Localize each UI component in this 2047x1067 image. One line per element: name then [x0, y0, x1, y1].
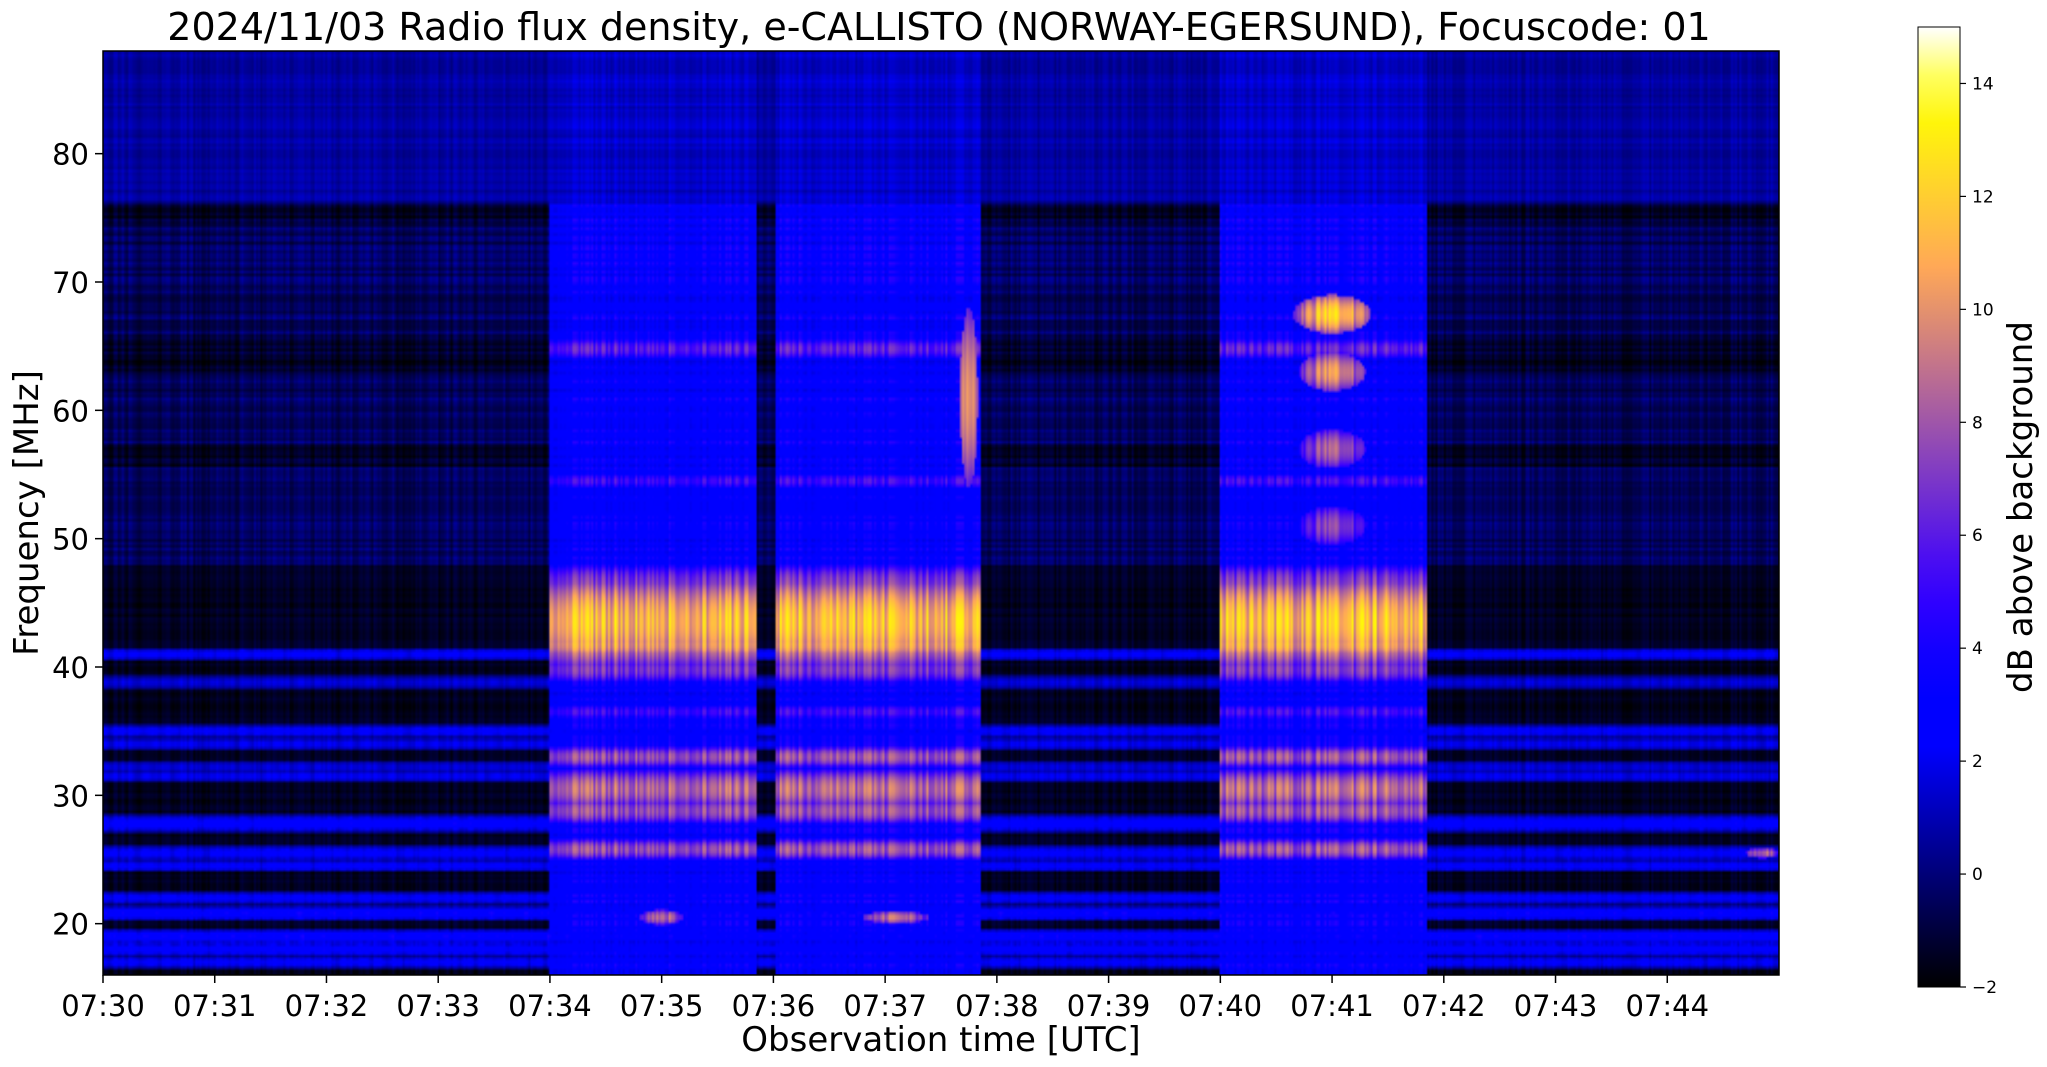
- spectrogram-heatmap: [103, 51, 1779, 975]
- colorbar-label: dB above background: [2001, 321, 2041, 693]
- plot-frame: [102, 50, 1780, 976]
- colorbar-tick-label: 8: [1972, 413, 1983, 433]
- x-tick-label: 07:41: [1290, 989, 1374, 1023]
- x-tick-label: 07:43: [1514, 989, 1598, 1023]
- y-tick-label: 50: [52, 523, 89, 557]
- y-tick-label: 70: [52, 266, 89, 300]
- x-tick-label: 07:34: [508, 989, 592, 1023]
- x-tick-label: 07:33: [396, 989, 480, 1023]
- y-tick-label: 80: [52, 138, 89, 172]
- x-tick-label: 07:35: [620, 989, 704, 1023]
- x-tick-label: 07:40: [1179, 989, 1263, 1023]
- colorbar-tick-label: 6: [1972, 526, 1983, 546]
- y-tick-label: 60: [52, 394, 89, 428]
- x-tick-label: 07:37: [843, 989, 927, 1023]
- colorbar: −2 0 2 4 6 8 10 12 14 dB above background: [1917, 26, 2041, 998]
- x-axis-ticks: 07:30 07:31 07:32 07:33 07:34 07:35 07:36 07:37…: [61, 975, 1709, 1023]
- y-axis-ticks: 20 30 40 50 60 70 80: [52, 138, 103, 942]
- x-tick-label: 07:36: [732, 989, 816, 1023]
- colorbar-tick-label: 14: [1972, 74, 1994, 94]
- x-tick-label: 07:31: [173, 989, 257, 1023]
- colorbar-ticks: −2 0 2 4 6 8 10 12 14: [1960, 74, 1997, 998]
- x-tick-label: 07:32: [285, 989, 369, 1023]
- x-tick-label: 07:42: [1402, 989, 1486, 1023]
- y-tick-label: 20: [52, 908, 89, 942]
- colorbar-tick-label: 2: [1972, 752, 1983, 772]
- colorbar-tick-label: 0: [1972, 865, 1983, 885]
- x-tick-label: 07:39: [1067, 989, 1151, 1023]
- colorbar-tick-label: 10: [1972, 300, 1994, 320]
- colorbar-tick-label: 4: [1972, 639, 1983, 659]
- y-tick-label: 30: [52, 779, 89, 813]
- x-tick-label: 07:30: [61, 989, 145, 1023]
- x-axis-label: Observation time [UTC]: [741, 1020, 1140, 1060]
- plot-area: [102, 50, 1780, 976]
- x-tick-label: 07:38: [955, 989, 1039, 1023]
- x-tick-label: 07:44: [1625, 989, 1709, 1023]
- colorbar-tick-label: 12: [1972, 187, 1994, 207]
- colorbar-gradient: [1917, 26, 1961, 988]
- y-axis-label: Frequency [MHz]: [7, 370, 47, 656]
- colorbar-tick-label: −2: [1972, 978, 1997, 998]
- y-tick-label: 40: [52, 651, 89, 685]
- chart-title: 2024/11/03 Radio flux density, e-CALLIST…: [167, 5, 1710, 49]
